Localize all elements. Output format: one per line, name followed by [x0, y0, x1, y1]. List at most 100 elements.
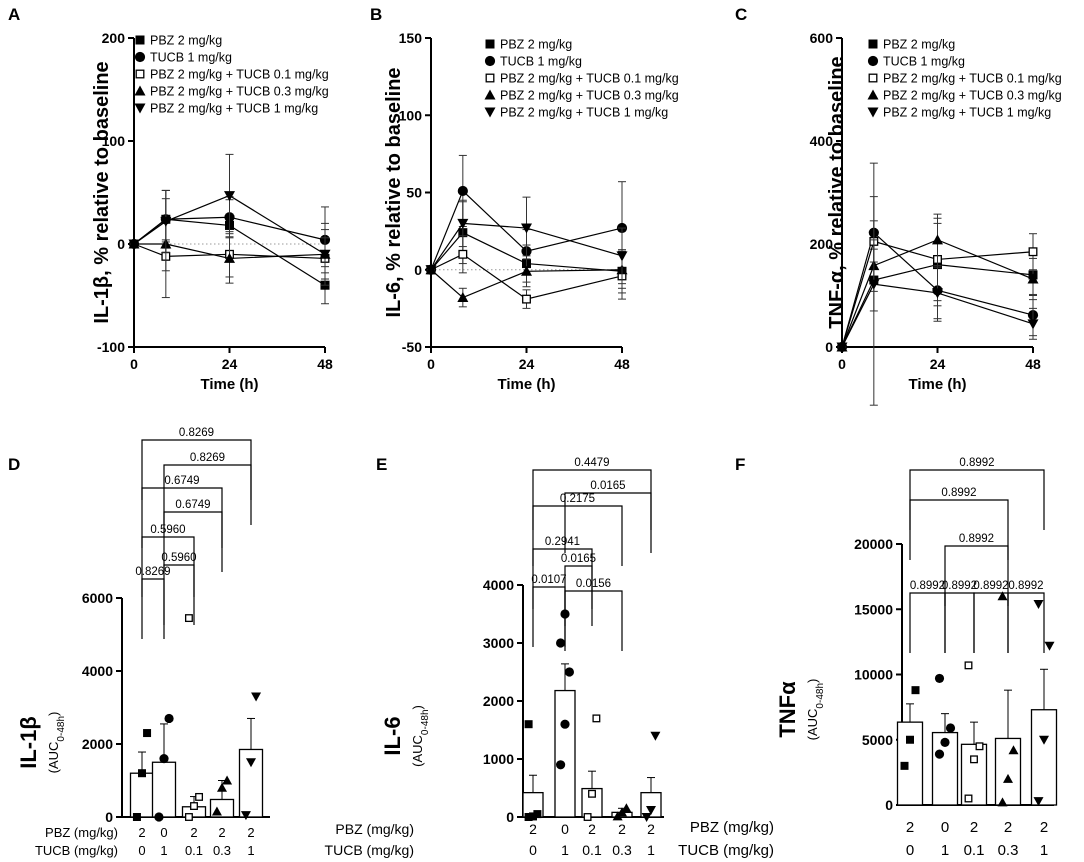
- x-axis-label: Time (h): [908, 376, 966, 393]
- bracket-line: [564, 590, 623, 651]
- legend: PBZ 2 mg/kg TUCB 1 mg/kg PBZ 2 mg/kg + TUC…: [134, 34, 329, 116]
- condition-value-pbz: 2: [529, 821, 537, 837]
- y-tick-label: 15000: [854, 601, 893, 617]
- bracket-line: [944, 545, 1009, 606]
- data-point: [964, 794, 973, 803]
- panel-label-c: C: [735, 5, 747, 24]
- legend-marker-triangle-down: [484, 107, 496, 118]
- condition-value-pbz: 2: [247, 825, 254, 840]
- y-axis-label: IL-1β, % relative to baseline: [91, 61, 113, 323]
- panel-label-f: F: [735, 455, 745, 474]
- y-tick-label: 600: [810, 30, 834, 46]
- data-point: [616, 251, 628, 262]
- bracket-line: [909, 469, 1045, 530]
- data-point: [932, 234, 943, 245]
- data-point: [143, 729, 152, 738]
- y-axis-sublabel-index: 0-48h: [815, 683, 826, 709]
- condition-value-tucb: 1: [1040, 842, 1048, 859]
- series-line: [841, 263, 1034, 348]
- y-tick-label: 6000: [82, 590, 113, 606]
- legend-marker-triangle-down: [134, 103, 146, 114]
- data-point: [641, 813, 652, 822]
- y-axis-sublabel-paren: (: [46, 768, 61, 773]
- y-tick-label: -50: [402, 339, 422, 355]
- legend-marker-triangle-up: [134, 85, 146, 96]
- y-axis-label: IL-6: [380, 716, 405, 755]
- series-triangle-down: [425, 196, 628, 285]
- condition-value-pbz: 2: [1040, 819, 1048, 836]
- data-point: [160, 216, 172, 227]
- data-point: [650, 731, 661, 741]
- legend-label: PBZ 2 mg/kg + TUCB 0.1 mg/kg: [883, 72, 1062, 86]
- y-tick-label: 3000: [483, 635, 514, 651]
- series-triangle-down: [836, 162, 1039, 406]
- p-value: 0.8992: [959, 533, 994, 545]
- legend-marker-square-open: [485, 73, 495, 83]
- series-line: [134, 243, 326, 260]
- legend-marker-square-open: [135, 69, 145, 79]
- bar: [554, 689, 576, 818]
- y-tick-label: 400: [810, 133, 834, 149]
- y-axis-sublabel-index: 0-48h: [420, 709, 431, 735]
- data-point: [224, 191, 235, 202]
- data-point: [1033, 797, 1044, 807]
- data-point: [457, 218, 469, 229]
- x-tick-label: 0: [130, 356, 138, 372]
- legend-label: PBZ 2 mg/kg + TUCB 1 mg/kg: [883, 106, 1051, 120]
- y-tick-label: 100: [399, 107, 423, 123]
- p-value: 0.2941: [545, 536, 580, 548]
- condition-value-tucb: 0: [906, 842, 914, 859]
- x-tick-label: 0: [838, 356, 846, 372]
- legend-label: PBZ 2 mg/kg + TUCB 1 mg/kg: [500, 106, 668, 120]
- data-point: [521, 223, 532, 234]
- y-tick-label: 200: [102, 30, 126, 46]
- legend: PBZ 2 mg/kg TUCB 1 mg/kg PBZ 2 mg/kg + TUC…: [484, 38, 679, 120]
- data-point: [195, 792, 204, 801]
- bar: [129, 772, 155, 818]
- data-point: [457, 292, 469, 303]
- x-axis-label: Time (h): [497, 376, 555, 393]
- y-axis-label: TNFα: [775, 681, 800, 738]
- legend-label: TUCB 1 mg/kg: [150, 51, 232, 65]
- y-axis-sublabel-main: AUC: [805, 709, 820, 736]
- data-point: [934, 749, 945, 759]
- p-value: 0.0107: [531, 574, 566, 586]
- condition-value-pbz: 2: [906, 819, 914, 836]
- condition-label-pbz: PBZ (mg/kg): [335, 821, 414, 837]
- x-tick-label: 48: [317, 356, 333, 372]
- x-tick-label: 0: [427, 356, 435, 372]
- data-point: [560, 719, 570, 729]
- legend-label: PBZ 2 mg/kg + TUCB 0.1 mg/kg: [150, 68, 329, 82]
- data-point: [529, 812, 537, 821]
- bar: [1030, 709, 1058, 806]
- p-value: 0.5960: [161, 552, 196, 564]
- bracket-line: [973, 592, 1009, 653]
- y-tick-label: 2000: [82, 736, 113, 752]
- y-axis-sublabel-paren: ): [805, 679, 820, 683]
- data-point: [945, 723, 956, 733]
- data-point: [997, 797, 1008, 807]
- y-axis-sublabel-paren: (: [805, 735, 820, 740]
- data-point: [1008, 745, 1019, 755]
- legend-label: PBZ 2 mg/kg + TUCB 0.3 mg/kg: [500, 89, 679, 103]
- data-point: [458, 249, 468, 259]
- y-tick-label: 0: [825, 339, 833, 355]
- series-line: [430, 222, 623, 271]
- legend-label: PBZ 2 mg/kg + TUCB 0.3 mg/kg: [883, 89, 1062, 103]
- condition-value-tucb: 0: [529, 842, 537, 858]
- comparison-bracket: 0.5960: [141, 524, 195, 597]
- p-value: 0.8992: [1008, 580, 1043, 592]
- data-point: [997, 591, 1008, 601]
- series-line: [133, 216, 326, 245]
- data-point: [592, 714, 601, 723]
- series-triangle-down: [128, 153, 331, 286]
- x-tick-label: 48: [1025, 356, 1041, 372]
- condition-value-tucb: 1: [160, 843, 167, 858]
- p-value: 0.5960: [150, 524, 185, 536]
- comparison-bracket: 0.5960: [161, 552, 197, 625]
- data-point: [524, 720, 533, 729]
- bracket-line: [909, 592, 946, 653]
- data-point: [964, 661, 973, 670]
- condition-value-pbz: 2: [618, 821, 626, 837]
- y-tick-label: 0: [885, 797, 893, 813]
